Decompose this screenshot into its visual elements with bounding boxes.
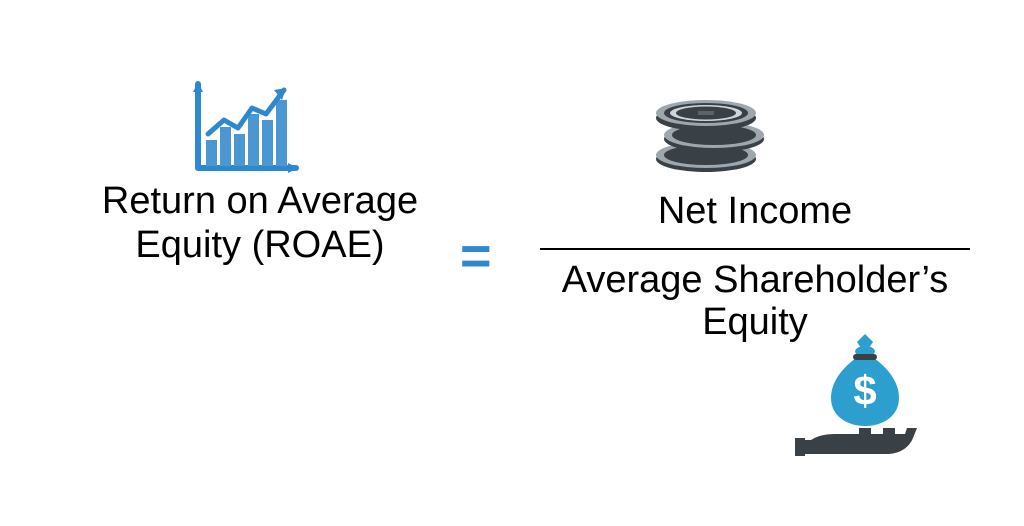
roae-label-line1: Return on Average <box>70 180 450 224</box>
hand-money-bag-icon: $ <box>795 330 935 460</box>
formula-canvas: Return on Average Equity (ROAE) = Net In… <box>0 0 1024 526</box>
roae-label-line2: Equity (ROAE) <box>70 224 450 268</box>
equals-sign: = <box>460 225 492 287</box>
numerator-label: Net Income <box>540 190 970 233</box>
roae-label: Return on Average Equity (ROAE) <box>70 180 450 267</box>
svg-text:$: $ <box>853 367 876 414</box>
bar-line-chart-icon <box>190 80 300 175</box>
fraction-line <box>540 248 970 250</box>
denominator-line1: Average Shareholder’s <box>540 260 970 302</box>
coin-stack-icon <box>640 85 780 175</box>
